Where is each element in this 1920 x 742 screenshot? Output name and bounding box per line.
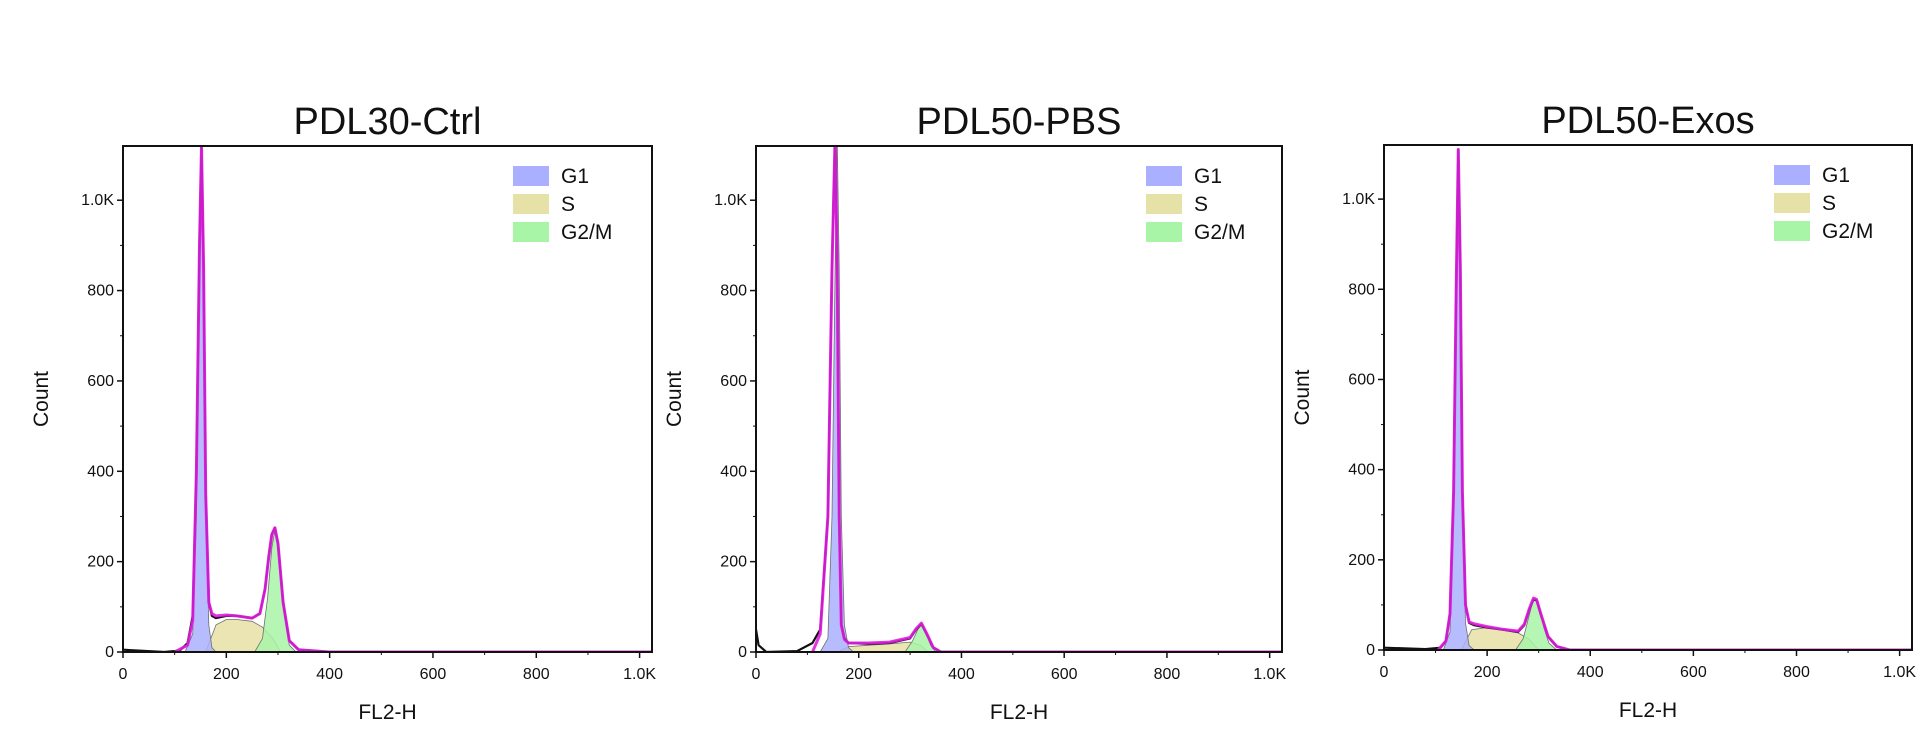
x-tick-label: 400 [948, 666, 975, 683]
legend-label: G1 [1822, 164, 1850, 187]
legend-label: G2/M [561, 221, 612, 244]
plot-area [756, 146, 1282, 652]
plot-frame [755, 145, 1283, 653]
y-tick-label: 0 [105, 644, 114, 661]
x-tick-label: 1.0K [623, 666, 656, 683]
chart-panel-1: PDL30-Ctrl 0 200 400 600 800 1.0K 0 200 400 600 800… [30, 101, 656, 724]
legend-item-g2m: G2/M [1146, 221, 1245, 244]
y-tick-label: 800 [87, 283, 114, 300]
model-fit-line [811, 146, 1282, 652]
x-tick-label: 400 [1577, 664, 1604, 681]
chart-panel-2: PDL50-PBS 0 200 400 600 800 1.0K 0 200 400 600 800 1… [663, 101, 1286, 724]
x-tick-label: 600 [420, 666, 447, 683]
x-tick-label: 800 [1154, 666, 1181, 683]
chart-title: PDL50-Exos [1541, 100, 1754, 142]
y-tick-label: 1.0K [81, 192, 114, 209]
x-tick-label: 0 [752, 666, 761, 683]
y-tick-label: 400 [720, 463, 747, 480]
legend-swatch [1774, 165, 1810, 185]
y-tick-label: 800 [720, 283, 747, 300]
legend-label: G1 [1194, 165, 1222, 188]
x-tick-label: 200 [1474, 664, 1501, 681]
y-axis-label: Count [663, 371, 686, 427]
legend-item-g1: G1 [1146, 165, 1222, 188]
y-tick-label: 200 [1348, 552, 1375, 569]
chart-title: PDL50-PBS [917, 101, 1122, 143]
x-tick-label: 600 [1680, 664, 1707, 681]
y-tick-label: 200 [87, 554, 114, 571]
legend-label: G2/M [1822, 220, 1873, 243]
x-axis-label: FL2-H [358, 701, 416, 724]
legend-label: S [561, 193, 575, 216]
legend-swatch [1774, 221, 1810, 241]
x-axis-label: FL2-H [990, 701, 1048, 724]
x-tick-label: 1.0K [1253, 666, 1286, 683]
legend-item-g1: G1 [513, 165, 589, 188]
legend-label: S [1822, 192, 1836, 215]
x-tick-label: 800 [1783, 664, 1810, 681]
y-axis-label: Count [1291, 369, 1314, 425]
chart-panel-3: PDL50-Exos 0 200 400 600 800 1.0K 0 200 400 600 800… [1291, 100, 1916, 722]
y-tick-label: 400 [1348, 462, 1375, 479]
x-tick-label: 0 [1380, 664, 1389, 681]
area-g2m [1515, 597, 1558, 650]
x-tick-label: 1.0K [1883, 664, 1916, 681]
x-axis-label: FL2-H [1619, 699, 1677, 722]
y-tick-label: 1.0K [714, 192, 747, 209]
legend-item-g2m: G2/M [1774, 220, 1873, 243]
y-tick-label: 0 [738, 644, 747, 661]
model-fit-line [1436, 148, 1912, 650]
legend-label: G1 [561, 165, 589, 188]
chart-title: PDL30-Ctrl [294, 101, 482, 143]
legend-item-g2m: G2/M [513, 221, 612, 244]
legend-swatch [1146, 222, 1182, 242]
y-tick-label: 0 [1366, 642, 1375, 659]
legend-item-s: S [1146, 193, 1208, 216]
model-fit-line [174, 146, 652, 652]
legend-swatch [1146, 194, 1182, 214]
plot-frame [122, 145, 653, 653]
legend-label: G2/M [1194, 221, 1245, 244]
legend-item-s: S [1774, 192, 1836, 215]
legend-item-g1: G1 [1774, 164, 1850, 187]
y-tick-label: 600 [720, 373, 747, 390]
x-tick-label: 600 [1051, 666, 1078, 683]
legend-swatch [513, 222, 549, 242]
legend-swatch [1774, 193, 1810, 213]
plot-area [1384, 148, 1912, 650]
plot-frame [1383, 144, 1913, 651]
y-tick-label: 800 [1348, 281, 1375, 298]
y-tick-label: 1.0K [1342, 191, 1375, 208]
x-tick-label: 200 [845, 666, 872, 683]
y-axis-label: Count [30, 371, 53, 427]
y-tick-label: 200 [720, 554, 747, 571]
legend-label: S [1194, 193, 1208, 216]
x-tick-label: 0 [119, 666, 128, 683]
plot-area [123, 146, 652, 652]
legend-swatch [1146, 166, 1182, 186]
y-tick-label: 600 [87, 373, 114, 390]
x-tick-label: 800 [523, 666, 550, 683]
y-tick-label: 400 [87, 463, 114, 480]
y-tick-label: 600 [1348, 371, 1375, 388]
x-tick-label: 400 [316, 666, 343, 683]
legend-swatch [513, 194, 549, 214]
legend-swatch [513, 166, 549, 186]
legend-item-s: S [513, 193, 575, 216]
x-tick-label: 200 [213, 666, 240, 683]
